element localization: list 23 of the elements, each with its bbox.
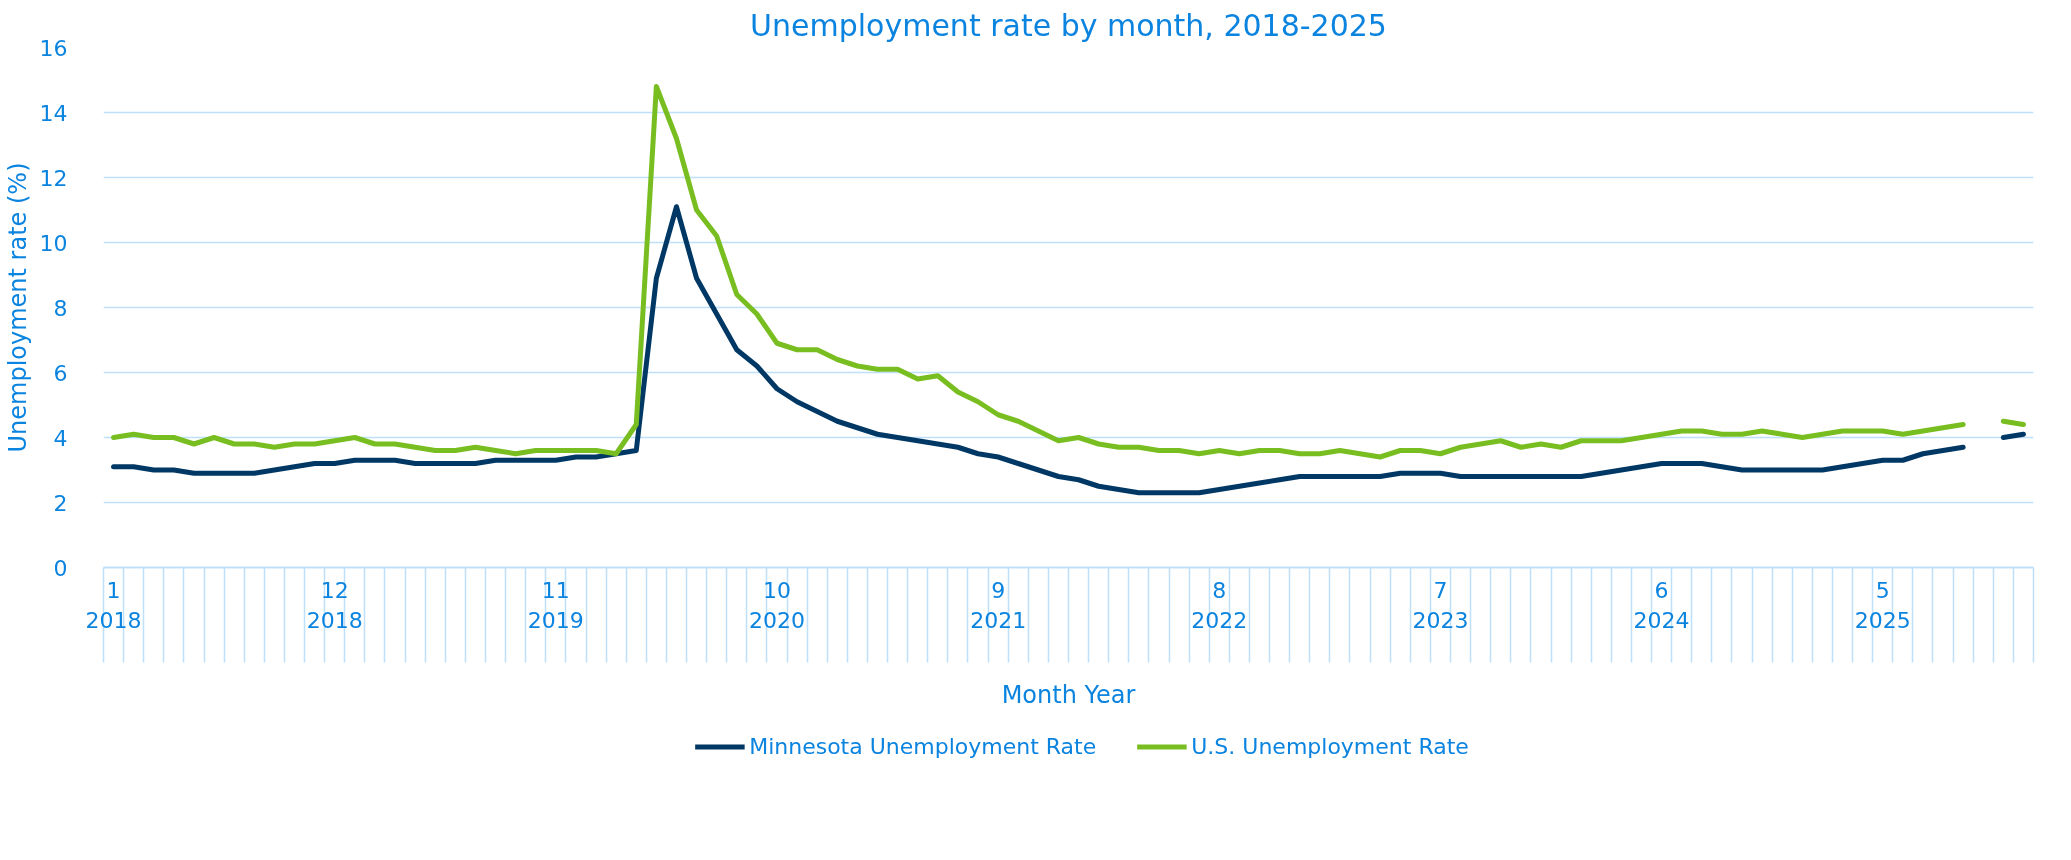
x-tick-label: 12 2018 [306, 577, 363, 633]
y-tick-label: 10 [39, 230, 68, 256]
legend-label: U.S. Unemployment Rate [1191, 733, 1469, 759]
y-tick-label: 0 [53, 555, 68, 581]
y-tick-label: 4 [53, 425, 68, 451]
x-tick-label: 6 2024 [1633, 577, 1690, 633]
x-tick-label: 10 2020 [749, 577, 805, 633]
x-tick-label: 11 2019 [527, 577, 584, 633]
y-tick-label: 2 [53, 490, 68, 516]
x-tick-label: 7 2023 [1412, 577, 1469, 633]
y-tick-label: 14 [39, 100, 68, 126]
y-tick-label: 6 [53, 360, 68, 386]
y-tick-label: 12 [39, 165, 68, 191]
x-tick-label: 5 2025 [1854, 577, 1911, 633]
y-tick-label: 16 [39, 35, 68, 61]
x-tick-label: 9 2021 [970, 577, 1027, 633]
x-tick-label: 1 2018 [85, 577, 142, 633]
y-axis-title: Unemployment rate (%) [3, 162, 32, 453]
y-tick-label: 8 [53, 295, 68, 321]
x-axis-title: Month Year [1001, 680, 1136, 709]
chart-title: Unemployment rate by month, 2018-2025 [750, 7, 1387, 43]
x-tick-label: 8 2022 [1191, 577, 1248, 633]
legend-label: Minnesota Unemployment Rate [749, 733, 1097, 759]
